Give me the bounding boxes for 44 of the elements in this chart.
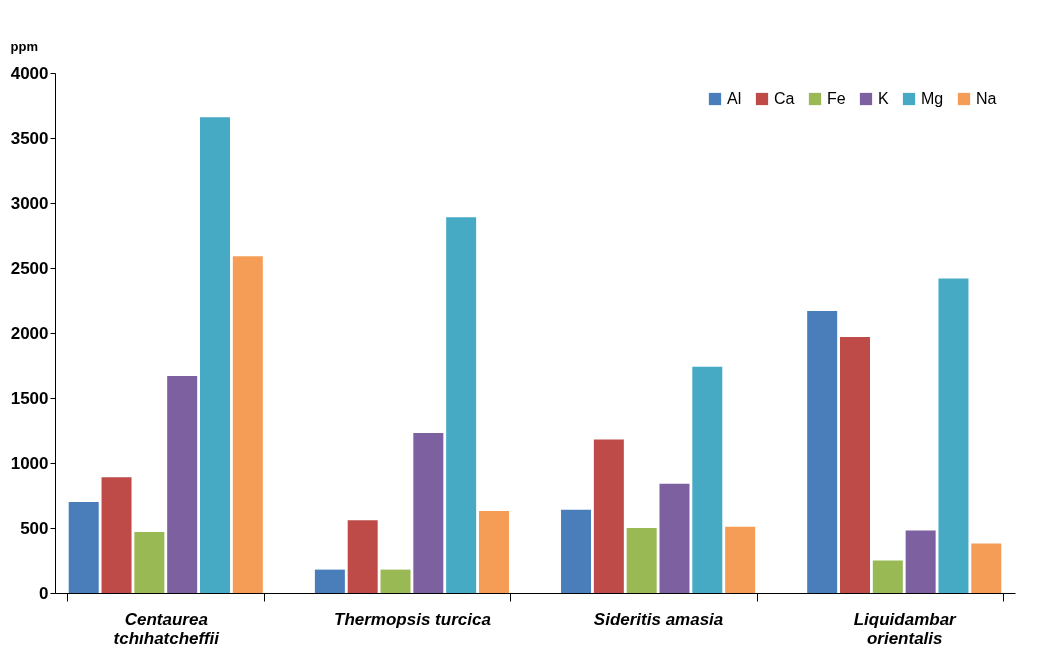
bar: [626, 528, 657, 593]
y-axis-title: ppm: [10, 38, 38, 54]
x-tick-label: Thermopsis turcica: [334, 609, 491, 629]
bar: [413, 433, 444, 593]
bar: [101, 477, 132, 593]
y-tick-label: 1500: [10, 388, 49, 408]
bar: [347, 520, 378, 593]
x-tick-label: Liquidambar orientalis: [853, 609, 958, 648]
bar: [200, 117, 230, 593]
y-tick-label: 500: [20, 518, 49, 538]
y-tick-label: 0: [39, 583, 49, 603]
x-tick-label: Sideritis amasia: [593, 609, 724, 629]
bar: [659, 483, 690, 593]
bar: [380, 569, 411, 593]
bar: [232, 256, 263, 593]
bar: [561, 509, 592, 593]
bar: [872, 560, 903, 593]
legend-label: Na: [976, 90, 997, 107]
y-tick-label: 3500: [10, 128, 49, 148]
bar: [938, 278, 969, 593]
bar: [971, 543, 1002, 593]
y-tick-label: 4000: [10, 63, 49, 83]
bar: [134, 531, 165, 593]
bar: [446, 217, 477, 593]
bar: [593, 439, 624, 593]
bar: [807, 310, 838, 593]
y-tick-label: 3000: [10, 193, 49, 213]
legend-label: K: [878, 90, 889, 107]
bar: [314, 569, 345, 593]
bar: [905, 530, 936, 593]
bar: [725, 526, 756, 593]
x-tick-label: Centaurea tchıhatcheffii: [113, 609, 221, 648]
bar: [167, 375, 198, 593]
bar: [692, 366, 723, 593]
bar: [840, 336, 870, 593]
bar: [478, 511, 509, 593]
y-tick-label: 2000: [10, 323, 49, 343]
legend-label: Ca: [774, 90, 795, 107]
y-tick-label: 1000: [10, 453, 49, 473]
bar: [68, 502, 99, 593]
legend-label: Al: [727, 90, 742, 107]
legend-label: Fe: [827, 90, 846, 107]
y-tick-label: 2500: [10, 258, 49, 278]
legend-label: Mg: [921, 90, 944, 107]
